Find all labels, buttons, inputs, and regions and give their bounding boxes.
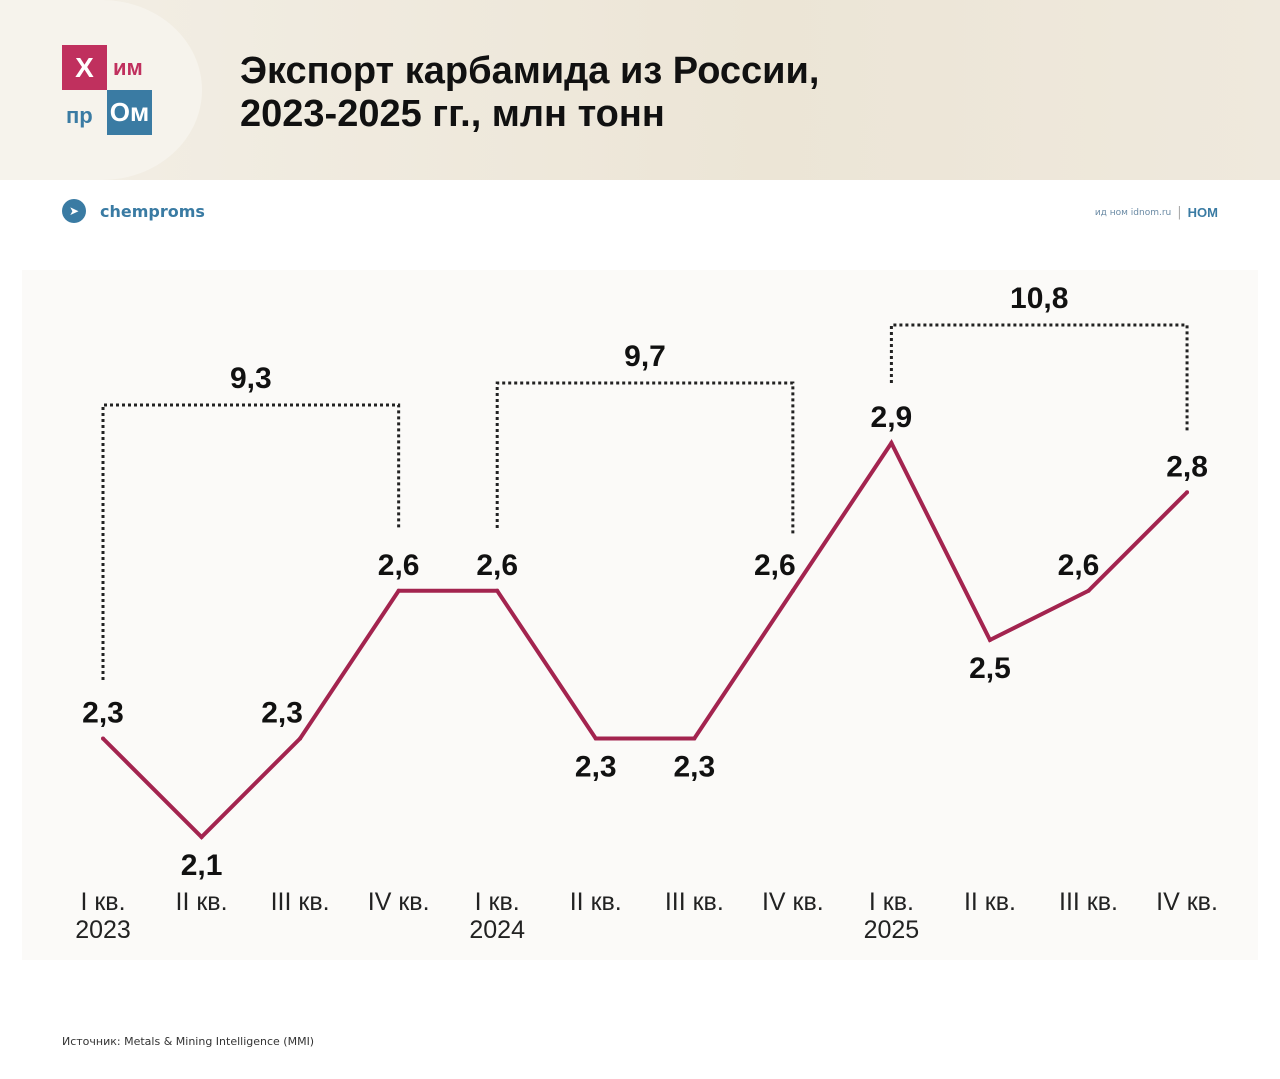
annual-total-bracket bbox=[101, 403, 401, 680]
divider: | bbox=[1177, 205, 1182, 220]
x-tick-label: III кв. bbox=[665, 888, 724, 916]
annual-total-label: 9,3 bbox=[230, 362, 272, 395]
x-tick-label: III кв. bbox=[271, 888, 330, 916]
annual-total-bracket bbox=[889, 323, 1189, 433]
annual-total-bracket bbox=[495, 381, 795, 535]
data-point bbox=[1086, 588, 1091, 593]
source-note: Источник: Metals & Mining Intelligence (… bbox=[62, 1035, 315, 1048]
logo-om: Ом bbox=[107, 90, 152, 135]
x-tick-year: 2024 bbox=[469, 916, 525, 944]
data-label: 2,3 bbox=[82, 697, 124, 730]
page-title: Экспорт карбамида из России, 2023-2025 г… bbox=[240, 50, 819, 136]
x-tick-year: 2025 bbox=[864, 916, 920, 944]
data-label: 2,5 bbox=[969, 652, 1011, 685]
data-point bbox=[1185, 490, 1190, 495]
data-point bbox=[396, 588, 401, 593]
telegram-handle: chemproms bbox=[100, 201, 205, 221]
data-point bbox=[692, 736, 697, 741]
title-line-2: 2023-2025 гг., млн тонн bbox=[240, 93, 665, 135]
data-label: 2,8 bbox=[1166, 450, 1208, 483]
data-label: 2,3 bbox=[575, 751, 617, 784]
x-tick-label: IV кв. bbox=[1156, 888, 1218, 916]
header-banner: Х им пр Ом Экспорт карбамида из России, … bbox=[0, 0, 1280, 180]
data-label: 2,6 bbox=[1058, 549, 1100, 582]
logo-im: им bbox=[113, 55, 143, 80]
publisher-text: ид ном idnom.ru bbox=[1094, 207, 1172, 218]
data-label: 2,6 bbox=[754, 549, 796, 582]
data-point bbox=[495, 588, 500, 593]
data-label: 2,1 bbox=[181, 849, 223, 882]
title-line-1: Экспорт карбамида из России, bbox=[240, 50, 820, 92]
nom-logo: НОМ bbox=[1187, 205, 1218, 220]
series-line bbox=[101, 439, 1189, 840]
x-tick-label: IV кв. bbox=[368, 888, 430, 916]
x-tick-year: 2023 bbox=[75, 916, 131, 944]
data-point bbox=[987, 638, 992, 642]
annual-total-label: 10,8 bbox=[1010, 282, 1068, 315]
data-point bbox=[593, 736, 598, 741]
chart-panel bbox=[22, 270, 1258, 960]
telegram-link[interactable]: ➤ chemproms bbox=[62, 199, 205, 223]
data-point bbox=[298, 736, 303, 741]
publisher: ид ном idnom.ru | НОМ bbox=[1095, 205, 1218, 220]
header-circle bbox=[0, 0, 202, 180]
telegram-icon: ➤ bbox=[62, 199, 86, 223]
x-tick-label: II кв. bbox=[964, 888, 1016, 916]
x-tick-label: I кв. bbox=[475, 888, 520, 916]
x-tick-label: II кв. bbox=[176, 888, 228, 916]
data-label: 2,6 bbox=[476, 549, 518, 582]
data-point bbox=[199, 835, 204, 839]
data-label: 2,3 bbox=[673, 751, 715, 784]
data-point bbox=[790, 588, 795, 593]
x-tick-label: IV кв. bbox=[762, 888, 824, 916]
data-label: 2,3 bbox=[261, 697, 303, 730]
data-label: 2,6 bbox=[378, 549, 420, 582]
x-tick-label: I кв. bbox=[80, 888, 125, 916]
data-label: 2,9 bbox=[871, 401, 913, 434]
x-tick-label: I кв. bbox=[869, 888, 914, 916]
logo-x: Х bbox=[62, 45, 107, 90]
himprom-logo: Х им пр Ом bbox=[62, 45, 162, 145]
data-point bbox=[889, 441, 894, 445]
data-point bbox=[101, 736, 105, 741]
annual-total-label: 9,7 bbox=[624, 340, 666, 373]
logo-pr: пр bbox=[66, 103, 93, 128]
x-tick-label: II кв. bbox=[570, 888, 622, 916]
x-tick-label: III кв. bbox=[1059, 888, 1118, 916]
